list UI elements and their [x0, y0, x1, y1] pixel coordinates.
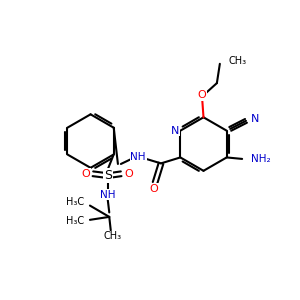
Text: NH₂: NH₂ [251, 154, 271, 164]
Text: CH₃: CH₃ [229, 56, 247, 66]
Text: N: N [171, 126, 179, 136]
Text: H₃C: H₃C [66, 216, 84, 226]
Text: S: S [104, 169, 112, 182]
Text: N: N [250, 114, 259, 124]
Text: NH: NH [100, 190, 116, 200]
Text: O: O [149, 184, 158, 194]
Text: O: O [81, 169, 90, 179]
Text: O: O [124, 169, 133, 179]
Text: O: O [198, 90, 206, 100]
Text: NH: NH [130, 152, 146, 161]
Text: CH₃: CH₃ [103, 231, 121, 241]
Text: H₃C: H₃C [66, 197, 84, 207]
